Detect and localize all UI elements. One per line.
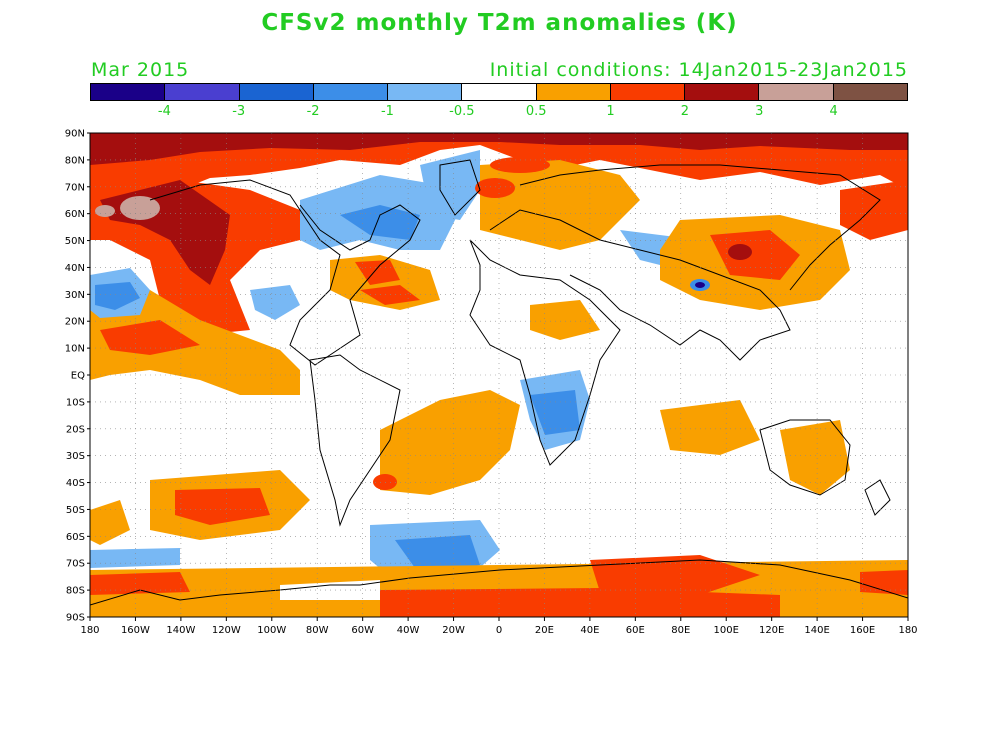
- legend-swatch: [833, 84, 907, 100]
- legend-swatch: [91, 84, 166, 100]
- longitude-label: 140W: [166, 625, 195, 636]
- longitude-label: 40E: [580, 625, 599, 636]
- latitude-label: 40N: [65, 263, 85, 274]
- legend-swatch: [536, 84, 611, 100]
- longitude-label: 80E: [671, 625, 690, 636]
- legend-swatch: [388, 84, 463, 100]
- valid-month: Mar 2015: [91, 59, 190, 81]
- legend-swatch: [313, 84, 389, 100]
- legend-swatch: [462, 84, 537, 100]
- latitude-label: 20S: [66, 424, 85, 435]
- longitude-label: 180: [898, 625, 917, 636]
- legend-swatch: [239, 84, 314, 100]
- latitude-label: 20N: [65, 317, 85, 328]
- latitude-label: 80S: [66, 586, 85, 597]
- longitude-label: 0: [496, 625, 502, 636]
- legend-tick-label: 0.5: [525, 104, 547, 119]
- latitude-label: 10S: [66, 397, 85, 408]
- longitude-label: 120E: [759, 625, 784, 636]
- legend-tick-label: 3: [755, 104, 764, 119]
- legend-tick-label: 4: [829, 104, 838, 119]
- longitude-label: 100E: [714, 625, 739, 636]
- legend-tick-label: 2: [680, 104, 690, 119]
- latitude-label: 90S: [66, 613, 85, 624]
- latitude-label: 50N: [65, 236, 85, 247]
- legend-tick-label: -0.5: [449, 104, 475, 119]
- longitude-axis: 180 160W 140W 120W 100W 80W 60W 40W 20W 0 20E 40E 60…: [80, 617, 918, 636]
- legend-tick-label: -3: [232, 104, 246, 119]
- legend-tick-label: 1: [606, 104, 615, 119]
- longitude-label: 120W: [212, 625, 241, 636]
- legend-tick-label: -2: [306, 104, 320, 119]
- latitude-label: EQ: [71, 371, 85, 382]
- longitude-label: 180: [80, 625, 99, 636]
- latitude-label: 60N: [65, 209, 85, 220]
- longitude-label: 60W: [351, 625, 374, 636]
- latitude-label: 10N: [65, 344, 85, 355]
- graticule-grid: [90, 133, 908, 617]
- longitude-label: 140E: [804, 625, 829, 636]
- longitude-label: 60E: [626, 625, 645, 636]
- latitude-label: 30S: [66, 451, 85, 462]
- legend-swatch: [610, 84, 686, 100]
- legend-swatch: [685, 84, 760, 100]
- map-title: CFSv2 monthly T2m anomalies (K): [261, 10, 738, 36]
- coastlines: [90, 159, 908, 606]
- latitude-label: 60S: [66, 532, 85, 543]
- latitude-label: 40S: [66, 478, 85, 489]
- latitude-label: 70N: [65, 182, 85, 193]
- latitude-label: 80N: [65, 155, 85, 166]
- legend-tick-label: -4: [157, 104, 171, 119]
- latitude-label: 90N: [65, 129, 85, 140]
- longitude-label: 160W: [121, 625, 150, 636]
- longitude-label: 100W: [257, 625, 286, 636]
- longitude-label: 20E: [535, 625, 554, 636]
- longitude-label: 80W: [306, 625, 329, 636]
- legend-swatch: [165, 84, 240, 100]
- longitude-label: 20W: [442, 625, 465, 636]
- legend-swatch: [759, 84, 834, 100]
- latitude-label: 70S: [66, 559, 85, 570]
- initial-conditions: Initial conditions: 14Jan2015-23Jan2015: [489, 59, 908, 81]
- latitude-axis: 90N 80N 70N 60N 50N 40N 30N 20N 10N EQ 10S 20S 30S 40…: [65, 129, 90, 624]
- longitude-label: 40W: [397, 625, 420, 636]
- legend-tick-label: -1: [380, 104, 394, 119]
- color-legend-bar: [90, 83, 908, 101]
- longitude-label: 160E: [850, 625, 875, 636]
- latitude-label: 30N: [65, 290, 85, 301]
- latitude-label: 50S: [66, 505, 85, 516]
